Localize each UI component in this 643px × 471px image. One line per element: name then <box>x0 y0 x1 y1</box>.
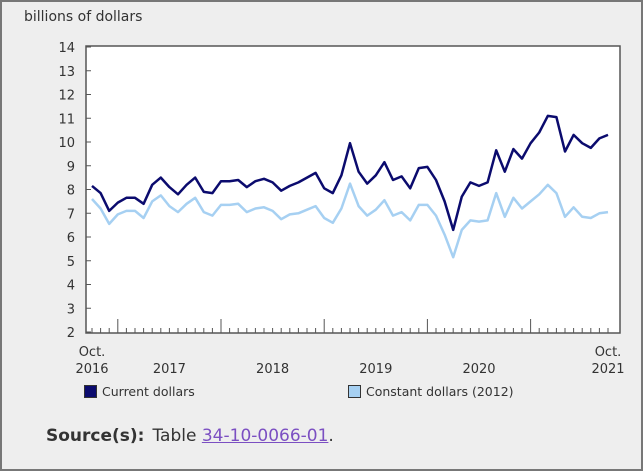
x-tick-label-year: 2020 <box>462 362 495 377</box>
x-tick-label-month: Oct. <box>595 345 622 360</box>
y-tick-label: 7 <box>67 207 75 222</box>
y-tick-label: 8 <box>67 184 75 199</box>
x-tick-label-year: 2019 <box>359 362 392 377</box>
y-tick-label: 5 <box>67 255 75 270</box>
legend-label-current: Current dollars <box>102 384 195 399</box>
source-label: Source(s): <box>46 426 145 446</box>
y-tick-label: 12 <box>58 89 75 104</box>
legend-swatch-constant <box>348 385 361 398</box>
x-tick-label-year: 2016 <box>75 362 108 377</box>
legend-swatch-current <box>84 385 97 398</box>
legend-label-constant: Constant dollars (2012) <box>366 384 514 399</box>
y-tick-label: 2 <box>67 326 75 341</box>
x-tick-label-year: 2021 <box>591 362 624 377</box>
x-tick-label-month: Oct. <box>79 345 106 360</box>
source-note: Source(s): Table 34-10-0066-01. <box>46 426 334 446</box>
source-suffix: . <box>328 426 334 446</box>
source-table-link[interactable]: 34-10-0066-01 <box>201 426 329 446</box>
y-tick-label: 10 <box>58 136 75 151</box>
legend-item-constant: Constant dollars (2012) <box>348 384 514 399</box>
y-tick-label: 13 <box>58 65 75 80</box>
y-tick-label: 11 <box>58 112 75 127</box>
y-tick-label: 14 <box>58 41 75 56</box>
y-axis-label: billions of dollars <box>24 9 143 25</box>
y-tick-label: 3 <box>67 302 75 317</box>
y-tick-label: 6 <box>67 231 75 246</box>
y-tick-label: 4 <box>67 279 75 294</box>
source-prefix: Table <box>152 426 197 446</box>
x-tick-label-year: 2018 <box>256 362 289 377</box>
legend-item-current: Current dollars <box>84 384 195 399</box>
y-tick-label: 9 <box>67 160 75 175</box>
x-tick-label-year: 2017 <box>153 362 186 377</box>
